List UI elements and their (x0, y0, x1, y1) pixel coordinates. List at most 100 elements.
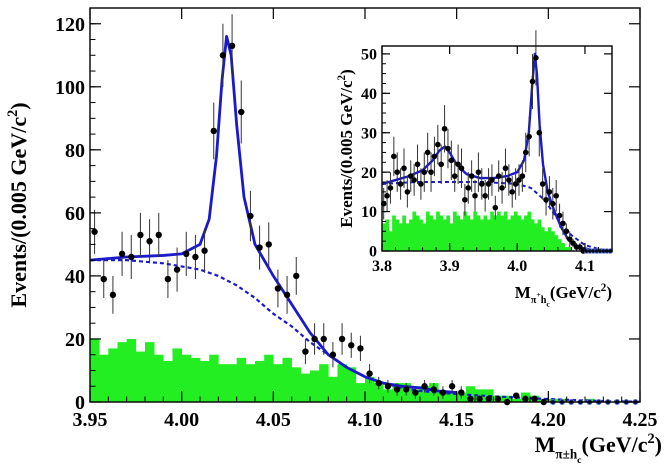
histogram-bin (473, 211, 478, 251)
data-point (265, 241, 272, 248)
data-point (475, 169, 482, 175)
data-point (403, 386, 410, 393)
histogram-bin (154, 354, 164, 402)
histogram-bin (209, 354, 219, 402)
y-tick-label: 30 (361, 125, 377, 142)
histogram-bin (300, 373, 311, 402)
histogram-bin (480, 219, 484, 251)
y-tick-label: 0 (75, 392, 85, 414)
data-point (256, 244, 263, 251)
histogram-bin (568, 247, 572, 251)
histogram-bin (273, 364, 283, 402)
data-point (519, 173, 526, 179)
histogram-bin (388, 231, 393, 251)
data-point (348, 342, 355, 349)
data-point (531, 395, 538, 403)
data-point (238, 108, 245, 116)
data-point (485, 181, 492, 187)
data-point (550, 200, 556, 207)
x-axis-label-subsubsub: c (546, 300, 550, 309)
x-axis-label: Mπ+hc(GeV/c2) (515, 282, 612, 308)
y-tick-label: 80 (65, 140, 85, 162)
data-point (391, 153, 397, 160)
histogram-bin (459, 219, 464, 251)
x-axis-label-unit-end: ) (606, 283, 612, 302)
y-tick-label: 0 (369, 244, 377, 261)
data-point (522, 395, 529, 403)
histogram-bin (200, 361, 210, 402)
data-point (495, 173, 502, 179)
histogram-bin (493, 215, 498, 251)
data-point (394, 169, 401, 175)
histogram-bin (453, 211, 457, 251)
histogram-bin (469, 219, 474, 251)
data-point (499, 185, 505, 191)
x-tick-label: 3.95 (73, 409, 108, 431)
histogram-bin (422, 223, 427, 251)
data-point (414, 161, 421, 168)
data-point (431, 153, 438, 160)
data-point (556, 212, 563, 219)
data-point (375, 379, 382, 387)
histogram-bin (346, 367, 357, 402)
histogram-bin (405, 223, 410, 251)
y-tick-label: 100 (55, 77, 85, 99)
data-point (137, 231, 144, 239)
histogram-bin (439, 215, 444, 251)
histogram-bin (476, 215, 481, 251)
data-point (421, 169, 428, 175)
data-point (411, 177, 417, 183)
histogram-bin (108, 348, 118, 402)
histogram-bin (537, 219, 542, 251)
data-point (424, 149, 431, 156)
y-axis-label-sup: 2 (5, 110, 21, 117)
y-axis-label-text: Events/(0.005 GeV/c (337, 80, 356, 228)
data-point (283, 291, 291, 299)
histogram-bin (282, 357, 292, 402)
data-point (320, 335, 327, 343)
x-axis-label-unit-sup: 2 (601, 282, 607, 294)
data-point (536, 129, 543, 136)
histogram-bin (561, 243, 565, 251)
data-point (445, 145, 451, 152)
data-point (407, 173, 414, 179)
data-point (438, 161, 444, 168)
data-point (522, 149, 529, 156)
histogram-bin (510, 215, 515, 251)
x-tick-label: 4.05 (256, 409, 291, 431)
x-axis-label-unit: (GeV/c (582, 432, 648, 457)
data-point (118, 250, 126, 258)
data-point (509, 189, 516, 195)
data-point (539, 181, 546, 187)
data-point (210, 127, 217, 135)
y-axis-label: Events/(0.005 GeV/c2) (336, 69, 356, 228)
histogram-bin (291, 367, 302, 402)
histogram-bin (425, 211, 430, 251)
data-point (384, 193, 390, 199)
y-axis-label: Events/(0.005 GeV/c2) (5, 102, 31, 307)
histogram-bin (557, 239, 562, 251)
data-point (546, 189, 553, 195)
data-point (506, 177, 512, 183)
y-tick-label: 120 (55, 14, 85, 36)
histogram-bin (517, 215, 521, 251)
x-axis-label: Mπ±hc(GeV/c2) (535, 431, 662, 466)
histogram-bin (436, 211, 440, 251)
histogram-bin (392, 215, 396, 251)
inset-frame (381, 45, 613, 252)
background-fit-curve (90, 259, 641, 403)
histogram-bin (429, 215, 434, 251)
data-point (448, 157, 455, 164)
data-point (441, 125, 448, 132)
histogram-bin (374, 383, 384, 402)
histogram-bin (163, 361, 173, 402)
histogram-bin (402, 215, 406, 251)
data-point (404, 189, 411, 195)
data-point (533, 55, 539, 61)
data-point (458, 165, 465, 172)
x-axis-label-sub: π (531, 295, 537, 306)
histogram-bin (328, 376, 338, 402)
data-point (476, 395, 483, 403)
